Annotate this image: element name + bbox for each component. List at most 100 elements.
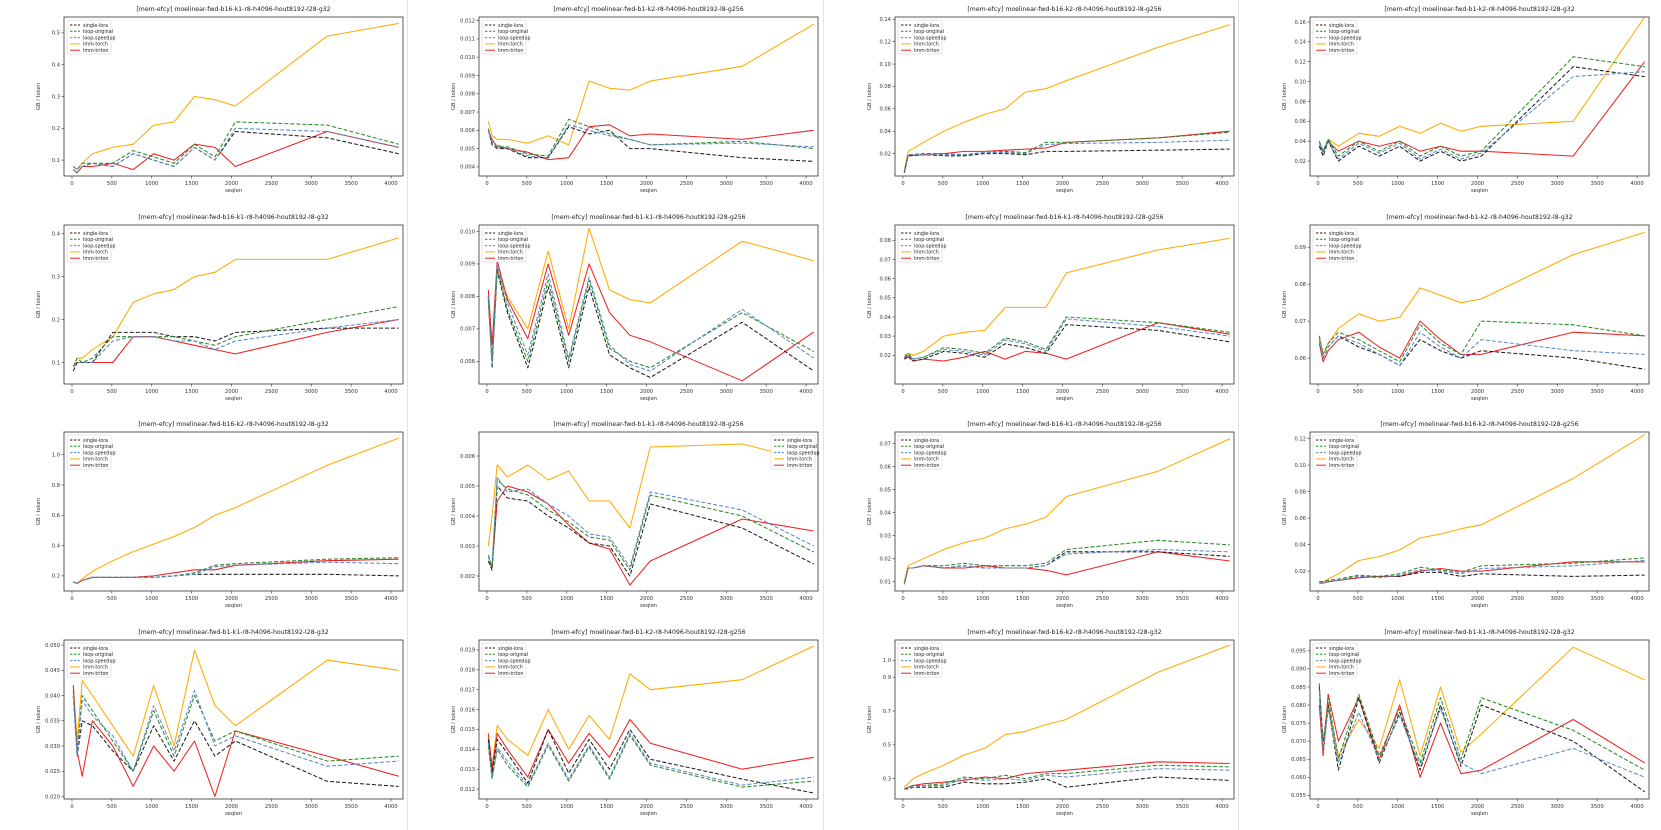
x-tick-label: 3500 (1176, 804, 1189, 810)
x-tick-label: 0 (485, 389, 488, 395)
legend: single-loraloop-originalloop-speeduplmm-… (897, 434, 947, 470)
x-tick-label: 500 (522, 181, 532, 187)
y-axis-label: GB / token (1282, 83, 1288, 110)
x-tick-label: 2000 (1056, 389, 1069, 395)
y-tick-label: 0.08 (1294, 489, 1306, 495)
y-axis-label: GB / token (867, 706, 873, 733)
series-line-lmm-torch (73, 437, 399, 584)
legend-box (66, 434, 112, 470)
x-tick-label: 1500 (600, 804, 613, 810)
plot-frame (63, 224, 404, 385)
series-group (487, 227, 814, 382)
legend-label-loop-speedup: loop-speedup (914, 658, 947, 664)
y-tick-label: 0.005 (460, 146, 475, 152)
x-axis-label: seqlen (1471, 811, 1488, 817)
x-tick-label: 2000 (1471, 596, 1484, 602)
x-tick-label: 3500 (345, 181, 358, 187)
x-tick-label: 0 (901, 389, 904, 395)
x-tick-label: 3000 (305, 389, 318, 395)
chart-title: [mem-efcy] moelinear-fwd-b1-k2-r8-h4096-… (551, 629, 745, 636)
legend-label-lmm-torch: lmm-torch (83, 250, 108, 256)
y-tick-label: 0.004 (460, 165, 476, 171)
x-axis-label: seqlen (1056, 188, 1073, 194)
series-line-lmm-triton (72, 685, 399, 798)
legend-label-loop-original: loop-original (83, 444, 113, 450)
y-tick-label: 0.095 (1291, 649, 1306, 655)
legend-label-loop-original: loop-original (914, 444, 944, 450)
y-tick-label: 0.02 (1294, 159, 1306, 165)
y-tick-label: 0.009 (460, 73, 475, 79)
y-tick-label: 1.0 (52, 453, 60, 459)
plot-frame (1309, 639, 1650, 800)
y-tick-label: 0.015 (460, 727, 475, 733)
x-tick-label: 4000 (1215, 804, 1228, 810)
x-tick-label: 2000 (1471, 389, 1484, 395)
y-tick-label: 0.02 (879, 151, 891, 157)
y-tick-label: 0.7 (883, 709, 891, 715)
y-tick-label: 0.007 (460, 110, 475, 116)
x-tick-label: 500 (522, 596, 532, 602)
x-tick-label: 2000 (1471, 181, 1484, 187)
y-axis-label: GB / token (867, 498, 873, 525)
chart-2: [mem-efcy] moelinear-fwd-b1-k2-r8-h4096-… (451, 6, 819, 194)
x-axis-label: seqlen (1056, 396, 1073, 402)
legend: single-loraloop-originalloop-speeduplmm-… (1312, 642, 1362, 678)
series-line-loop-original (1319, 557, 1645, 583)
y-tick-label: 0.05 (879, 296, 891, 302)
y-tick-label: 0.08 (879, 238, 891, 244)
y-tick-label: 0.03 (879, 334, 891, 340)
y-tick-label: 0.01 (879, 580, 891, 586)
series-line-lmm-triton (1318, 61, 1646, 157)
x-tick-label: 1500 (185, 181, 198, 187)
y-tick-label: 0.06 (879, 464, 891, 470)
series-group (72, 22, 399, 174)
chart-title: [mem-efcy] moelinear-fwd-b16-k2-r8-h4096… (1380, 421, 1578, 428)
series-line-single-lora (1318, 686, 1646, 793)
series-line-loop-speedup (1319, 559, 1645, 584)
x-axis-label: seqlen (1056, 603, 1073, 609)
x-tick-label: 4000 (799, 596, 812, 602)
y-tick-label: 0.07 (1294, 319, 1306, 325)
y-tick-label: 0.14 (879, 17, 891, 23)
series-line-loop-original (487, 479, 814, 571)
legend-label-loop-original: loop-original (914, 237, 944, 243)
series-line-loop-original (72, 121, 399, 171)
series-line-lmm-triton (487, 260, 814, 382)
chart-11: [mem-efcy] moelinear-fwd-b16-k1-r8-h4096… (867, 421, 1235, 609)
y-tick-label: 0.06 (879, 276, 891, 282)
series-line-loop-speedup (72, 689, 399, 772)
series-line-loop-speedup (1318, 71, 1645, 160)
legend-label-single-lora: single-lora (914, 23, 939, 29)
y-axis-label: GB / token (867, 291, 873, 318)
x-tick-label: 2500 (680, 804, 693, 810)
chart-9: [mem-efcy] moelinear-fwd-b16-k2-r8-h4096… (36, 421, 404, 609)
y-tick-label: 0.05 (879, 487, 891, 493)
legend-label-lmm-triton: lmm-triton (787, 463, 812, 469)
x-tick-label: 3000 (1136, 596, 1149, 602)
plot-frame (894, 224, 1235, 385)
x-tick-label: 1000 (560, 804, 573, 810)
series-group (72, 237, 399, 372)
series-line-lmm-torch (1318, 231, 1645, 355)
x-tick-label: 0 (1316, 596, 1319, 602)
y-tick-label: 0.045 (45, 668, 60, 674)
legend-label-lmm-torch: lmm-torch (1329, 457, 1354, 463)
y-axis-label: GB / token (451, 498, 457, 525)
y-tick-label: 0.040 (45, 693, 60, 699)
chart-title: [mem-efcy] moelinear-fwd-b16-k1-r8-h4096… (138, 214, 328, 221)
y-axis-label: GB / token (1282, 706, 1288, 733)
legend-label-lmm-triton: lmm-triton (498, 48, 523, 54)
x-tick-label: 4000 (799, 804, 812, 810)
x-tick-label: 3000 (1136, 181, 1149, 187)
x-tick-label: 500 (1353, 181, 1363, 187)
legend-label-loop-original: loop-original (1329, 444, 1359, 450)
legend-label-single-lora: single-lora (914, 646, 939, 652)
legend: single-loraloop-originalloop-speeduplmm-… (1312, 434, 1362, 470)
legend-label-loop-speedup: loop-speedup (914, 450, 947, 456)
y-tick-label: 0.010 (460, 55, 475, 61)
x-tick-label: 3500 (345, 389, 358, 395)
legend: single-loraloop-originalloop-speeduplmm-… (66, 434, 116, 470)
series-line-loop-speedup (1318, 690, 1645, 778)
x-axis-label: seqlen (225, 188, 242, 194)
